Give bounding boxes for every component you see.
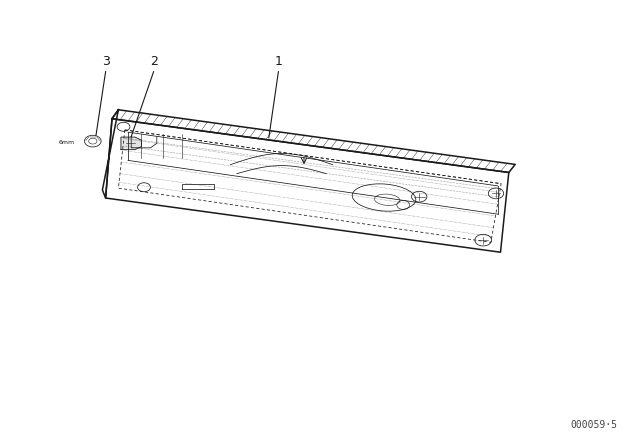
Text: 2: 2 (150, 55, 157, 68)
Text: 3: 3 (102, 55, 109, 68)
Polygon shape (121, 137, 141, 150)
Text: 1: 1 (275, 55, 282, 68)
Text: 6mm: 6mm (59, 139, 75, 145)
Text: 000059·5: 000059·5 (571, 420, 618, 430)
